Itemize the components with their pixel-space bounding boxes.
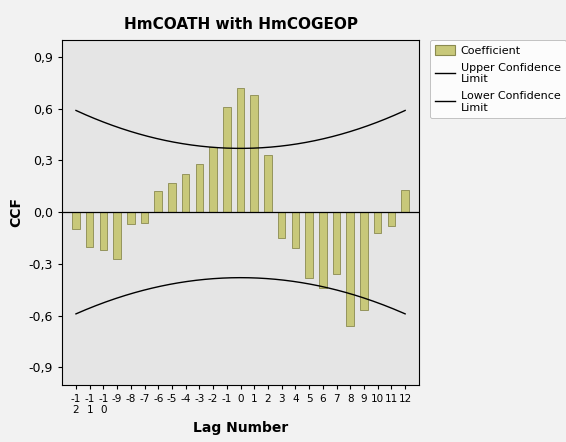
Title: HmCOATH with HmCOGEOP: HmCOATH with HmCOGEOP: [123, 17, 358, 32]
Bar: [305, 212, 313, 278]
Bar: [374, 212, 381, 233]
Bar: [168, 183, 176, 212]
Bar: [264, 155, 272, 212]
Bar: [319, 212, 327, 288]
X-axis label: Lag Number: Lag Number: [193, 421, 288, 435]
Bar: [86, 212, 93, 247]
Bar: [223, 107, 230, 212]
Bar: [113, 212, 121, 259]
Bar: [388, 212, 395, 226]
Bar: [100, 212, 107, 250]
Bar: [127, 212, 135, 224]
Bar: [209, 147, 217, 212]
Bar: [360, 212, 368, 310]
Bar: [141, 212, 148, 222]
Bar: [278, 212, 285, 238]
Bar: [251, 95, 258, 212]
Y-axis label: CCF: CCF: [9, 197, 23, 227]
Bar: [237, 88, 245, 212]
Bar: [196, 164, 203, 212]
Bar: [155, 191, 162, 212]
Bar: [291, 212, 299, 248]
Bar: [72, 212, 80, 229]
Bar: [401, 190, 409, 212]
Bar: [182, 174, 190, 212]
Legend: Coefficient, Upper Confidence
Limit, Lower Confidence
Limit: Coefficient, Upper Confidence Limit, Low…: [430, 40, 566, 118]
Bar: [333, 212, 340, 274]
Bar: [346, 212, 354, 326]
